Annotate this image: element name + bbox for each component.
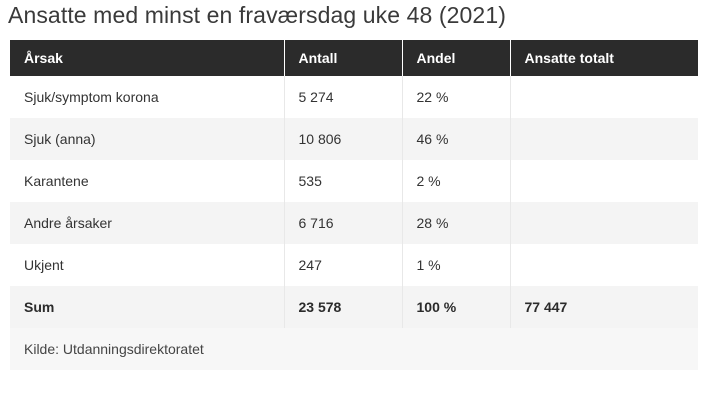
page-title: Ansatte med minst en fraværsdag uke 48 (… xyxy=(8,2,506,28)
table-row: Sjuk (anna) 10 806 46 % xyxy=(10,118,698,160)
table-row: Ukjent 247 1 % xyxy=(10,244,698,286)
cell-arsak: Andre årsaker xyxy=(10,202,285,244)
cell-antall: 535 xyxy=(284,160,403,202)
data-table: Årsak Antall Andel Ansatte totalt Sjuk/s… xyxy=(10,40,698,370)
header-andel: Andel xyxy=(402,40,511,76)
header-antall: Antall xyxy=(284,40,403,76)
cell-ansatte-totalt xyxy=(510,202,698,244)
cell-ansatte-totalt xyxy=(510,244,698,286)
source-note: Kilde: Utdanningsdirektoratet xyxy=(10,328,698,370)
sum-label: Sum xyxy=(10,286,285,328)
cell-ansatte-totalt xyxy=(510,118,698,160)
cell-antall: 5 274 xyxy=(284,76,403,118)
cell-arsak: Sjuk/symptom korona xyxy=(10,76,285,118)
cell-arsak: Ukjent xyxy=(10,244,285,286)
cell-antall: 6 716 xyxy=(284,202,403,244)
table-header-row: Årsak Antall Andel Ansatte totalt xyxy=(10,40,698,76)
table-row: Karantene 535 2 % xyxy=(10,160,698,202)
table-row: Sjuk/symptom korona 5 274 22 % xyxy=(10,76,698,118)
cell-andel: 2 % xyxy=(402,160,511,202)
cell-andel: 46 % xyxy=(402,118,511,160)
sum-andel: 100 % xyxy=(402,286,511,328)
header-arsak: Årsak xyxy=(10,40,285,76)
cell-andel: 28 % xyxy=(402,202,511,244)
cell-arsak: Karantene xyxy=(10,160,285,202)
source-row: Kilde: Utdanningsdirektoratet xyxy=(10,328,698,370)
cell-antall: 10 806 xyxy=(284,118,403,160)
table-row: Andre årsaker 6 716 28 % xyxy=(10,202,698,244)
sum-ansatte-totalt: 77 447 xyxy=(510,286,698,328)
cell-antall: 247 xyxy=(284,244,403,286)
cell-andel: 1 % xyxy=(402,244,511,286)
cell-andel: 22 % xyxy=(402,76,511,118)
header-ansatte-totalt: Ansatte totalt xyxy=(510,40,698,76)
cell-ansatte-totalt xyxy=(510,160,698,202)
sum-antall: 23 578 xyxy=(284,286,403,328)
cell-arsak: Sjuk (anna) xyxy=(10,118,285,160)
sum-row: Sum 23 578 100 % 77 447 xyxy=(10,286,698,328)
cell-ansatte-totalt xyxy=(510,76,698,118)
